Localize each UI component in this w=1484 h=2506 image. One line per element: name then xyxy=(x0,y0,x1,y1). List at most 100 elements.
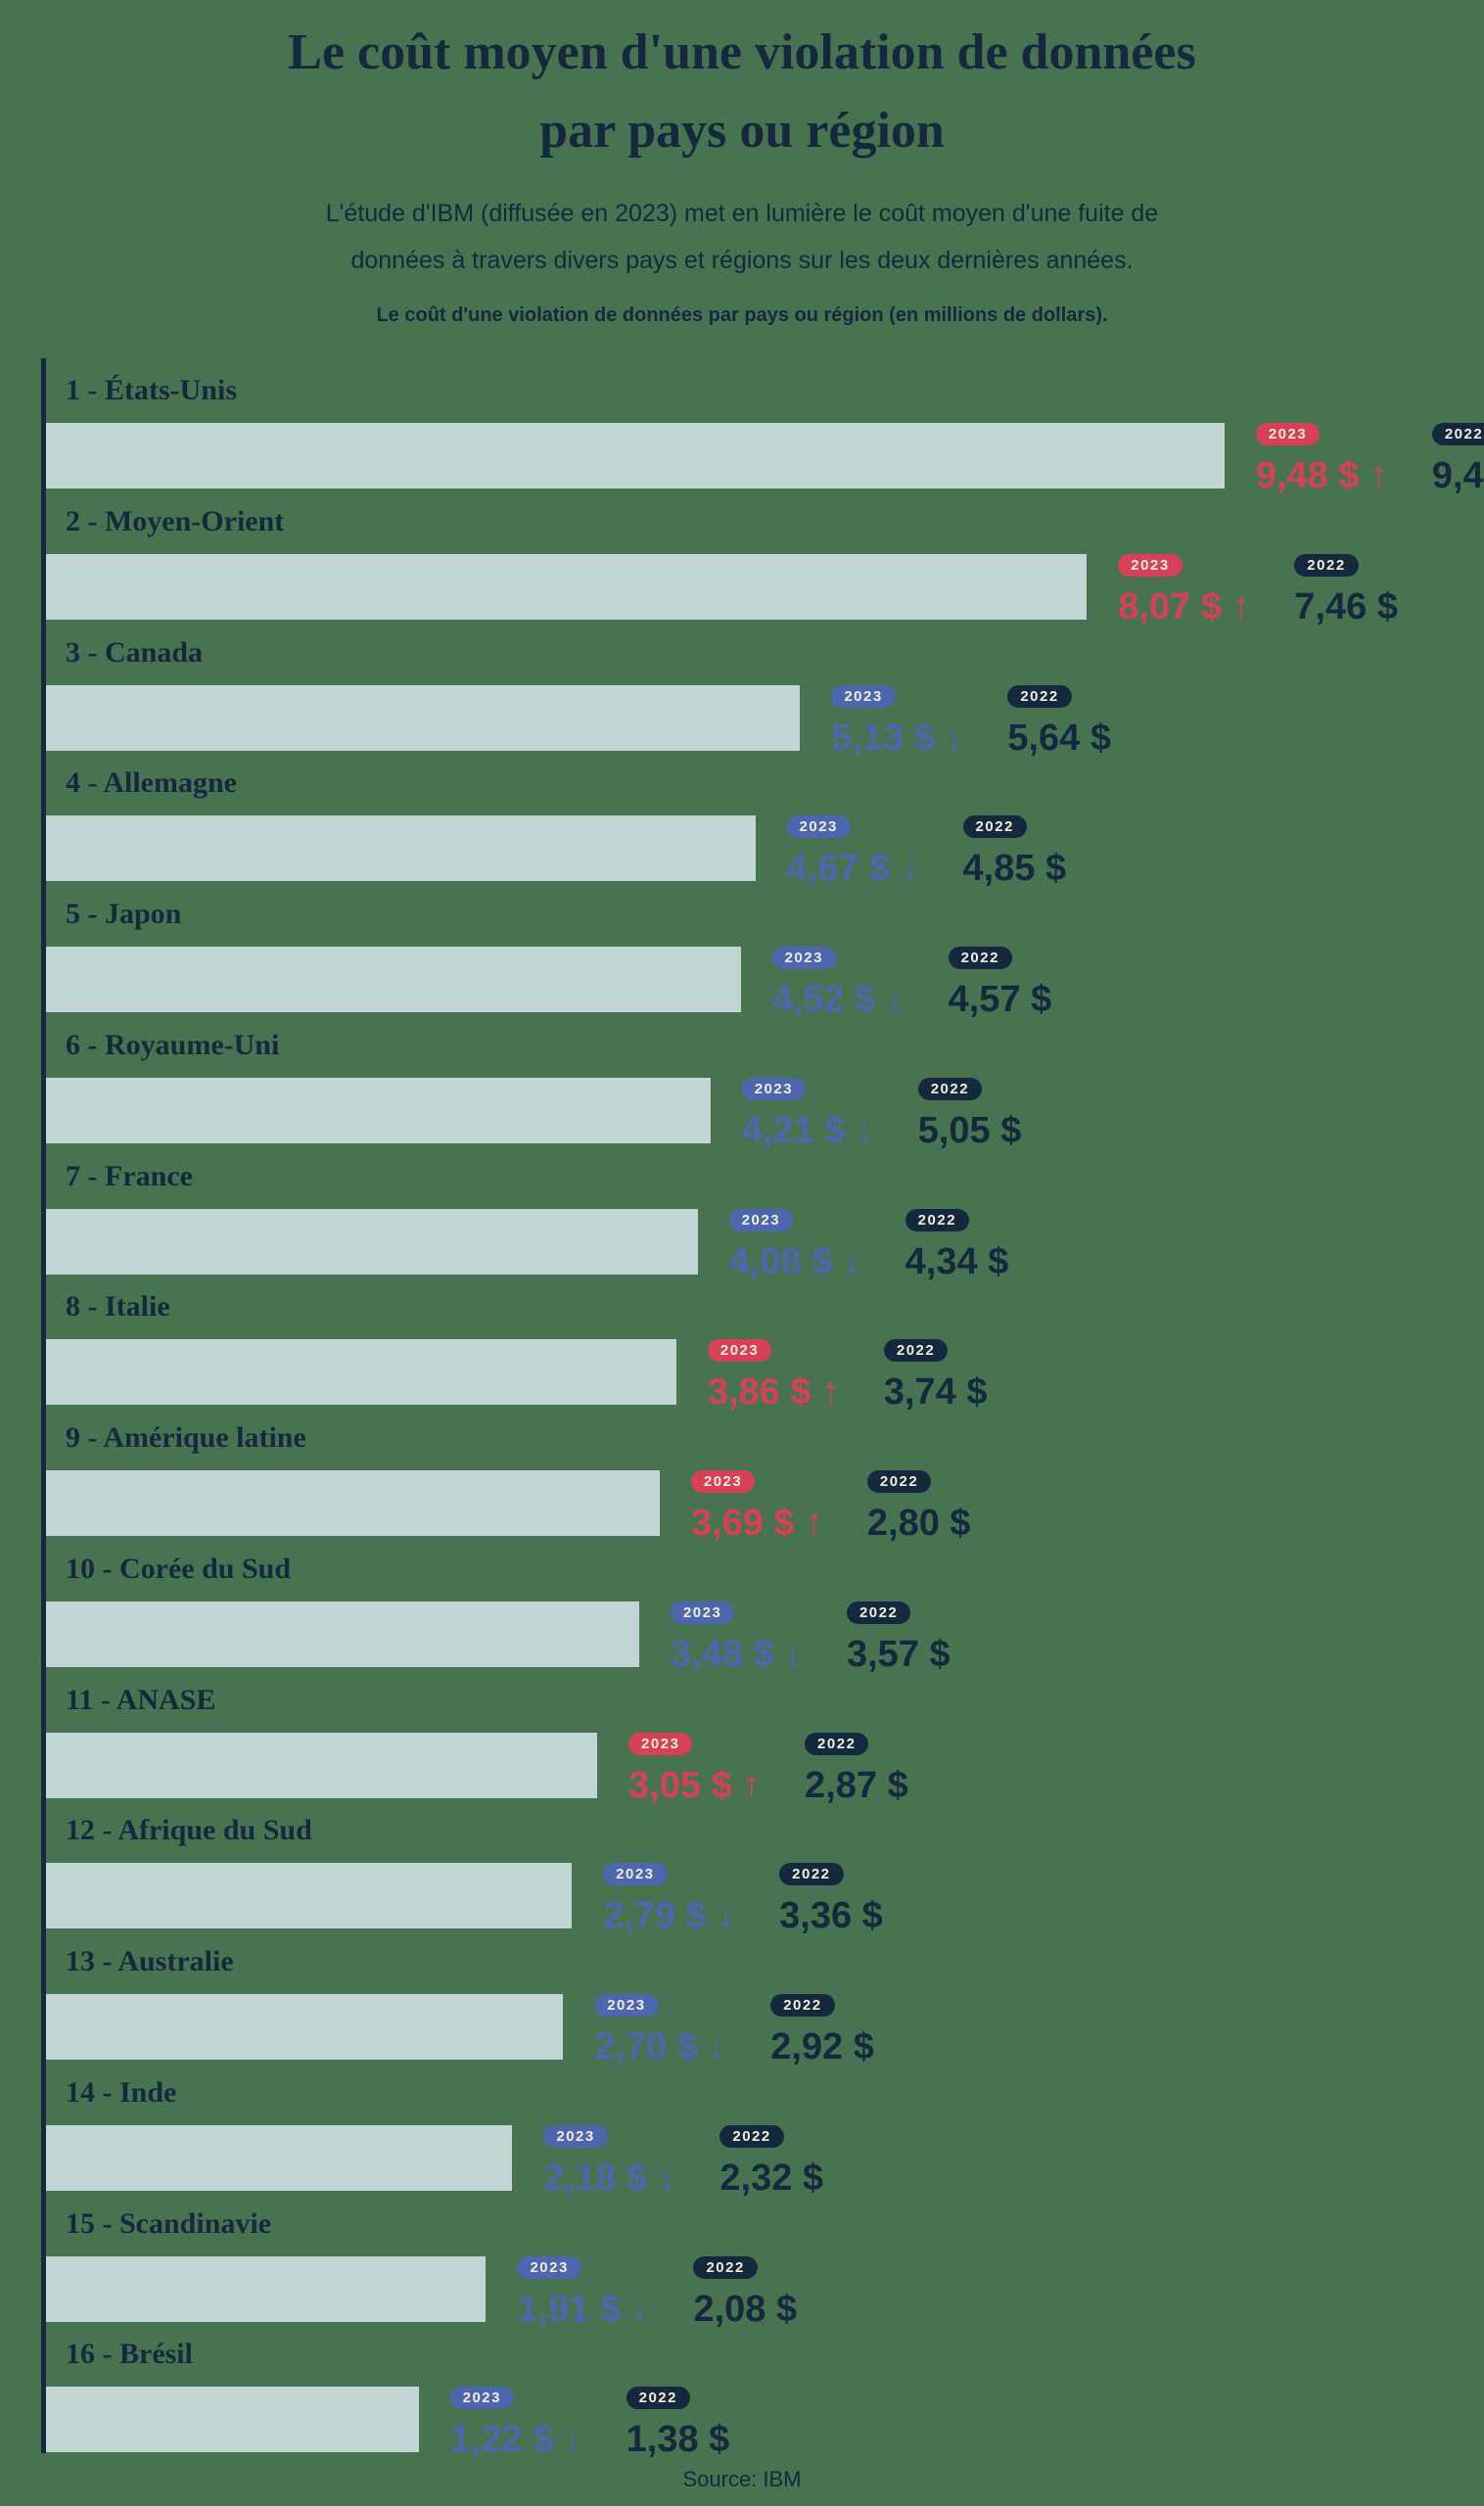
row-label: 15 - Scandinavie xyxy=(66,2206,272,2240)
value-2023: 2,79 $ ↓ xyxy=(603,1895,736,1937)
year-pill-2023: 2023 xyxy=(1118,553,1183,577)
page-subtitle: L'étude d'IBM (diffusée en 2023) met en … xyxy=(325,200,1159,274)
year-pill-2023: 2023 xyxy=(786,815,851,839)
row-label: 10 - Corée du Sud xyxy=(66,1552,292,1585)
bar xyxy=(46,684,801,751)
value-2022: 2,92 $ xyxy=(770,2026,874,2067)
year-pill-2023: 2023 xyxy=(449,2387,514,2410)
value-2022: 5,64 $ xyxy=(1007,717,1111,759)
chart-row: 5 - Japon 2023 4,52 $ ↓ 2022 4,57 $ xyxy=(46,882,1479,1018)
value-col-2022: 2022 9,44 $ xyxy=(1431,423,1484,494)
bar-line: 2023 1,91 $ ↓ 2022 2,08 $ xyxy=(46,2255,1479,2328)
value-col-2023: 2023 8,07 $ ↑ xyxy=(1118,553,1263,627)
bar-line: 2023 4,52 $ ↓ 2022 4,57 $ xyxy=(46,947,1479,1018)
value-2023: 2,70 $ ↓ xyxy=(594,2026,727,2067)
value-col-2022: 2022 2,08 $ xyxy=(693,2255,838,2328)
chart-row: 11 - ANASE 2023 3,05 $ ↑ 2022 2,87 $ xyxy=(46,1668,1479,1804)
year-pill-2022: 2022 xyxy=(948,947,1012,969)
value-col-2022: 2022 2,92 $ xyxy=(770,1994,915,2065)
bar-line: 2023 3,69 $ ↑ 2022 2,80 $ xyxy=(46,1470,1479,1542)
row-label: 2 - Moyen-Orient xyxy=(66,504,285,537)
value-2022: 4,85 $ xyxy=(962,848,1067,890)
bar-line: 2023 4,21 $ ↓ 2022 5,05 $ xyxy=(46,1077,1479,1149)
year-pill-2022: 2022 xyxy=(1431,423,1484,445)
bar xyxy=(46,2255,487,2322)
bar xyxy=(46,2387,419,2453)
value-2022: 4,34 $ xyxy=(904,1240,1009,1282)
bar-line: 2023 8,07 $ ↑ 2022 7,46 $ xyxy=(46,553,1479,626)
bar-line: 2023 2,70 $ ↓ 2022 2,92 $ xyxy=(46,1994,1479,2065)
value-col-2022: 2022 4,57 $ xyxy=(948,947,1093,1018)
bar xyxy=(46,553,1088,620)
bar xyxy=(46,1601,639,1667)
value-col-2022: 2022 7,46 $ xyxy=(1294,553,1439,627)
chart-row: 3 - Canada 2023 5,13 $ ↓ 2022 5,64 $ xyxy=(46,621,1479,757)
year-pill-2022: 2022 xyxy=(693,2255,758,2279)
bar-line: 2023 4,67 $ ↓ 2022 4,85 $ xyxy=(46,815,1479,887)
bar xyxy=(46,1077,711,1143)
value-col-2023: 2023 2,70 $ ↓ xyxy=(594,1994,739,2065)
year-pill-2022: 2022 xyxy=(1007,684,1072,708)
year-pill-2022: 2022 xyxy=(962,815,1027,839)
value-col-2023: 2023 1,91 $ ↓ xyxy=(517,2255,662,2328)
year-pill-2023: 2023 xyxy=(831,684,896,708)
value-col-2023: 2023 3,48 $ ↓ xyxy=(670,1601,815,1675)
value-2023: 4,67 $ ↓ xyxy=(786,848,919,890)
value-col-2022: 2022 3,74 $ xyxy=(883,1339,1029,1411)
value-2023: 3,48 $ ↓ xyxy=(670,1633,804,1675)
year-pill-2022: 2022 xyxy=(883,1339,949,1363)
value-2023: 2,18 $ ↓ xyxy=(543,2157,676,2199)
value-2023: 4,08 $ ↓ xyxy=(728,1240,861,1282)
row-label: 8 - Italie xyxy=(66,1290,170,1323)
year-pill-2023: 2023 xyxy=(690,1470,756,1493)
chart-row: 9 - Amérique latine 2023 3,69 $ ↑ 2022 2… xyxy=(46,1406,1479,1542)
value-col-2023: 2023 4,52 $ ↓ xyxy=(771,947,917,1018)
year-pill-2023: 2023 xyxy=(628,1732,693,1755)
value-col-2023: 2023 2,18 $ ↓ xyxy=(543,2124,688,2199)
chart-row: 1 - États-Unis 2023 9,48 $ ↑ 2022 9,44 $ xyxy=(46,358,1484,494)
value-col-2022: 2022 4,34 $ xyxy=(904,1208,1050,1282)
value-2023: 3,86 $ ↑ xyxy=(707,1371,841,1414)
value-2023: 5,13 $ ↓ xyxy=(831,717,964,759)
value-2023: 4,21 $ ↓ xyxy=(741,1109,874,1151)
year-pill-2023: 2023 xyxy=(741,1077,807,1100)
bar-line: 2023 3,48 $ ↓ 2022 3,57 $ xyxy=(46,1601,1479,1673)
year-pill-2023: 2023 xyxy=(670,1601,735,1624)
bar xyxy=(46,1208,698,1275)
chart-row: 7 - France 2023 4,08 $ ↓ 2022 4,34 $ xyxy=(46,1144,1479,1280)
year-pill-2022: 2022 xyxy=(1294,553,1359,577)
value-col-2022: 2022 2,87 $ xyxy=(805,1732,950,1806)
year-pill-2023: 2023 xyxy=(517,2255,581,2279)
value-col-2022: 2022 2,80 $ xyxy=(866,1470,1012,1542)
value-2023: 3,69 $ ↑ xyxy=(690,1503,824,1544)
year-pill-2022: 2022 xyxy=(626,2387,690,2410)
row-label: 12 - Afrique du Sud xyxy=(66,1814,312,1847)
chart-row: 6 - Royaume-Uni 2023 4,21 $ ↓ 2022 5,05 … xyxy=(46,1013,1479,1149)
value-col-2023: 2023 3,69 $ ↑ xyxy=(690,1470,836,1544)
year-pill-2022: 2022 xyxy=(917,1077,983,1100)
row-label: 3 - Canada xyxy=(66,635,204,669)
value-2022: 5,05 $ xyxy=(917,1109,1022,1151)
row-label: 9 - Amérique latine xyxy=(66,1421,306,1454)
source-label: Source: IBM xyxy=(682,2467,802,2491)
row-label: 4 - Allemagne xyxy=(66,766,237,800)
bar xyxy=(46,1863,573,1929)
value-2022: 7,46 $ xyxy=(1294,585,1398,627)
year-pill-2022: 2022 xyxy=(866,1470,932,1493)
chart-row: 12 - Afrique du Sud 2023 2,79 $ ↓ 2022 3… xyxy=(46,1798,1479,1934)
bar-line: 2023 3,86 $ ↑ 2022 3,74 $ xyxy=(46,1339,1479,1411)
value-col-2022: 2022 2,32 $ xyxy=(719,2124,864,2197)
year-pill-2023: 2023 xyxy=(728,1208,794,1231)
bar-chart: 1 - États-Unis 2023 9,48 $ ↑ 2022 9,44 $… xyxy=(41,358,1484,2458)
value-2022: 1,38 $ xyxy=(626,2419,730,2461)
value-col-2023: 2023 2,79 $ ↓ xyxy=(603,1863,748,1934)
value-2023: 8,07 $ ↑ xyxy=(1118,585,1251,627)
year-pill-2023: 2023 xyxy=(707,1339,772,1363)
year-pill-2023: 2023 xyxy=(594,1994,659,2017)
value-2022: 2,87 $ xyxy=(805,1764,908,1806)
value-col-2023: 2023 9,48 $ ↑ xyxy=(1255,423,1401,494)
row-label: 1 - États-Unis xyxy=(66,374,238,406)
bar xyxy=(46,1470,660,1536)
chart-row: 10 - Corée du Sud 2023 3,48 $ ↓ 2022 3,5… xyxy=(46,1537,1479,1673)
